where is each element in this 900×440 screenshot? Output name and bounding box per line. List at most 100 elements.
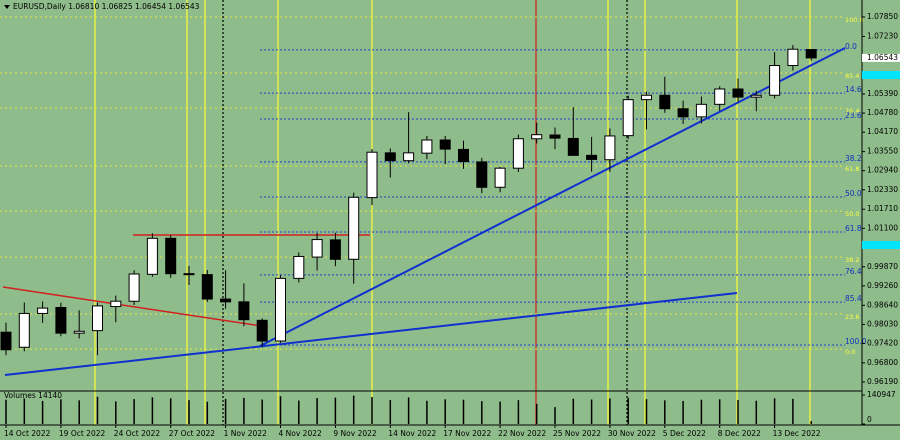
y-tick-label: 1.03550 xyxy=(867,147,898,156)
candle-body xyxy=(622,99,634,137)
fib-label: 14.6 xyxy=(845,85,862,94)
fib-label: 100.0 xyxy=(845,337,867,346)
current-price-box xyxy=(862,53,900,62)
x-tick-label: 22 Nov 2022 xyxy=(498,429,546,438)
candle-body xyxy=(769,65,781,96)
x-tick-label: 27 Oct 2022 xyxy=(169,429,216,438)
x-tick-label: 1 Nov 2022 xyxy=(224,429,267,438)
y-tick-label: 0.99870 xyxy=(867,262,898,271)
candle-body xyxy=(439,139,451,150)
candle-body xyxy=(787,48,799,67)
candle-body xyxy=(567,137,579,156)
candle-body xyxy=(183,273,195,276)
fib-label: 23.6 xyxy=(845,111,862,120)
candle-body xyxy=(329,239,341,260)
candle-body xyxy=(275,277,286,342)
vertical-lines xyxy=(94,0,811,425)
x-tick-label: 30 Nov 2022 xyxy=(608,429,656,438)
candle-body xyxy=(311,239,323,258)
candle-body xyxy=(146,237,158,275)
trend-lines xyxy=(2,47,846,376)
y-tick-label: 0.98030 xyxy=(867,319,898,328)
candles xyxy=(0,45,817,356)
candle-body xyxy=(403,152,415,162)
current-price-label: 1.06543 xyxy=(867,53,898,62)
candle-body xyxy=(220,298,232,303)
y-tick-label: 0.98640 xyxy=(867,300,898,309)
candle-body xyxy=(549,134,561,139)
y-tick-label: 0.96190 xyxy=(867,377,898,386)
fib-label: 61.8 xyxy=(845,165,859,173)
fib-label: 50.0 xyxy=(845,210,859,218)
candle-body xyxy=(750,94,762,98)
candle-body xyxy=(256,319,268,342)
volume-tick-label: 0 xyxy=(867,415,872,424)
fib-label: 76.4 xyxy=(845,267,862,276)
y-tick-label: 1.02940 xyxy=(867,166,898,175)
fib-levels: 0.0 14.6 23.6 38.2 50.0 61.8 76.4 85.4 100.0 100.… xyxy=(0,16,867,356)
y-tick-label: 1.07850 xyxy=(867,12,898,21)
fib-label: 85.4 xyxy=(845,294,862,303)
candle-body xyxy=(201,274,213,300)
fib-label: 50.0 xyxy=(845,189,862,198)
x-tick-label: 14 Oct 2022 xyxy=(4,429,51,438)
volume-label: Volumes 14140 xyxy=(4,391,62,400)
y-tick-label: 1.04170 xyxy=(867,127,898,136)
fib-label: 85.4 xyxy=(845,72,859,80)
trend-line xyxy=(4,292,738,376)
fib-label: 38.2 xyxy=(845,154,862,163)
candle-body xyxy=(73,330,85,334)
x-tick-label: 9 Nov 2022 xyxy=(333,429,376,438)
candle-body xyxy=(92,305,103,332)
price-tag xyxy=(862,241,900,249)
y-tick-label: 1.07230 xyxy=(867,31,898,40)
candle-body xyxy=(494,167,506,188)
y-tick-label: 1.01710 xyxy=(867,204,898,213)
x-tick-label: 8 Dec 2022 xyxy=(718,429,761,438)
fib-label: 23.6 xyxy=(845,313,859,321)
x-tick-label: 5 Dec 2022 xyxy=(663,429,706,438)
candle-body xyxy=(293,255,305,279)
fib-label: 76.4 xyxy=(845,107,859,115)
price-tag xyxy=(862,71,900,79)
x-tick-label: 25 Nov 2022 xyxy=(553,429,601,438)
candle-body xyxy=(238,301,250,321)
y-tick-label: 1.04780 xyxy=(867,108,898,117)
candle-body xyxy=(128,273,140,302)
candle-body xyxy=(366,151,378,199)
candle-body xyxy=(641,94,652,101)
candle-body xyxy=(586,154,598,160)
fib-label: 61.8 xyxy=(845,224,862,233)
fib-label: 0.0 xyxy=(845,348,855,356)
candle-body xyxy=(37,307,49,314)
candle-body xyxy=(165,237,177,275)
title-icon xyxy=(4,5,10,9)
candle-body xyxy=(384,152,396,162)
y-tick-label: 1.01100 xyxy=(867,223,898,232)
candle-body xyxy=(714,88,726,105)
volume-tick-label: 140947 xyxy=(867,390,896,399)
candle-body xyxy=(659,94,671,110)
candle-body xyxy=(512,138,524,169)
candle-body xyxy=(110,300,122,308)
candle-body xyxy=(458,148,469,163)
candle-body xyxy=(18,312,30,348)
x-tick-label: 24 Oct 2022 xyxy=(114,429,161,438)
candle-body xyxy=(695,103,707,118)
trend-line xyxy=(259,47,846,347)
y-tick-label: 0.99260 xyxy=(867,281,898,290)
x-tick-label: 13 Dec 2022 xyxy=(773,429,821,438)
y-tick-label: 1.05390 xyxy=(867,89,898,98)
candle-body xyxy=(421,139,433,154)
fib-label: 100.0 xyxy=(845,16,864,24)
x-tick-label: 14 Nov 2022 xyxy=(388,429,436,438)
x-tick-label: 17 Nov 2022 xyxy=(443,429,491,438)
candle-body xyxy=(732,88,744,98)
x-tick-label: 4 Nov 2022 xyxy=(279,429,322,438)
y-tick-label: 0.96800 xyxy=(867,358,898,367)
y-tick-label: 1.02330 xyxy=(867,185,898,194)
chart-title: EURUSD,Daily 1.06810 1.06825 1.06454 1.0… xyxy=(13,2,200,11)
candle-body xyxy=(604,135,616,161)
